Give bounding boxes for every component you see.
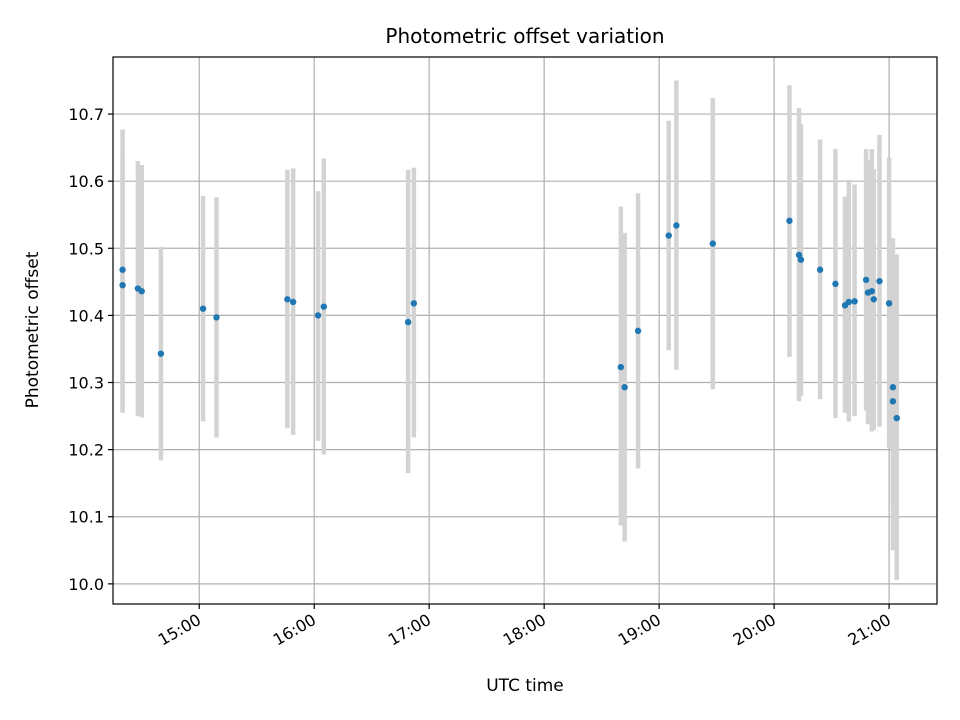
data-point [709, 240, 716, 247]
plot-area-frame [112, 56, 938, 605]
y-tick-label: 10.6 [68, 172, 104, 191]
data-point [665, 232, 672, 239]
data-point [617, 363, 625, 371]
data-point [893, 414, 900, 422]
data-point [885, 300, 893, 307]
data-point [832, 280, 839, 288]
y-tick-label: 10.0 [68, 575, 104, 594]
data-point [870, 296, 877, 303]
data-point [621, 384, 628, 391]
y-axis-title: Photometric offset [23, 251, 43, 408]
data-point [320, 303, 327, 310]
data-point [816, 266, 824, 273]
x-axis-title: UTC time [486, 676, 564, 696]
data-point [289, 298, 297, 306]
data-point [213, 314, 220, 321]
data-point [284, 296, 291, 303]
data-point [410, 300, 418, 307]
data-point [634, 327, 642, 335]
data-point [868, 288, 876, 295]
data-point [404, 318, 412, 326]
data-point [862, 276, 870, 284]
chart-title: Photometric offset variation [385, 24, 664, 48]
data-point [157, 350, 165, 357]
data-point [119, 266, 126, 273]
y-tick-label: 10.2 [68, 441, 104, 460]
data-point [851, 298, 858, 305]
data-point [673, 222, 680, 229]
y-tick-label: 10.1 [68, 508, 104, 527]
grid-layer [113, 57, 937, 604]
data-point [199, 305, 207, 312]
data-point [119, 281, 126, 289]
y-tick-label: 10.5 [68, 239, 104, 258]
data-point [889, 384, 897, 391]
y-tick-label: 10.7 [68, 105, 104, 124]
data-point [138, 288, 145, 295]
point-layer [119, 217, 900, 422]
data-point [797, 256, 805, 263]
data-point [876, 277, 883, 285]
data-point [889, 398, 897, 405]
data-point [845, 298, 853, 306]
y-tick-label: 10.4 [68, 306, 104, 325]
data-point [786, 217, 793, 224]
y-tick-label: 10.3 [68, 374, 104, 393]
data-point [314, 312, 322, 319]
